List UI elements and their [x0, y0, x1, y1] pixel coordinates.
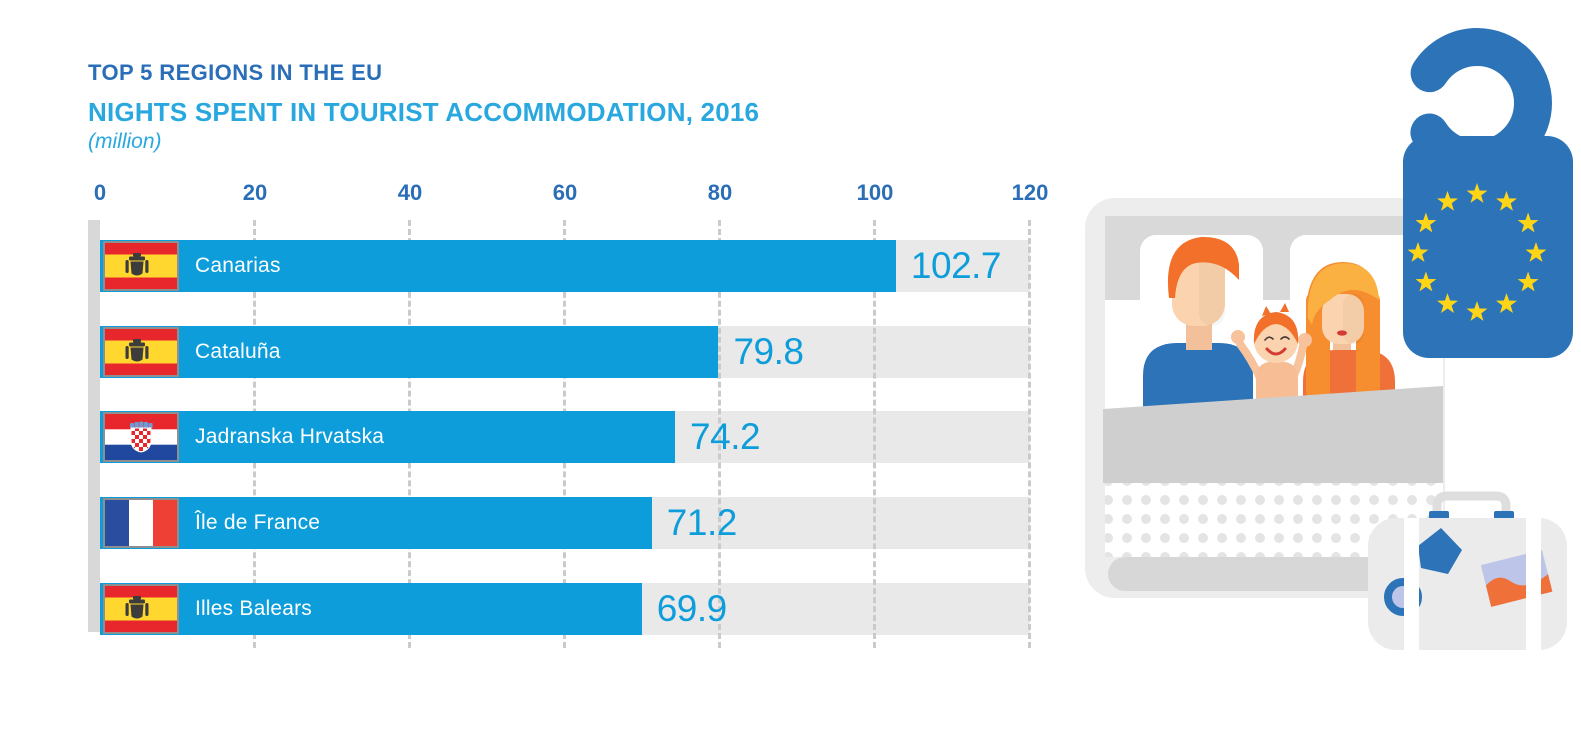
bar-label: Cataluña	[195, 339, 281, 363]
x-tick-40: 40	[397, 180, 423, 205]
unit-note: (million)	[88, 130, 162, 153]
gridline-120	[1028, 220, 1031, 648]
x-tick-60: 60	[552, 180, 578, 205]
spain-flag-icon	[103, 241, 179, 291]
bar-row-canarias: Canarias 102.7	[100, 240, 1030, 292]
title-block: TOP 5 REGIONS IN THE EU NIGHTS SPENT IN …	[88, 60, 759, 154]
bar-row-jadranska-hrvatska: Jadranska Hrvatska 74.2	[100, 411, 1030, 464]
france-flag-icon	[103, 498, 179, 549]
bar-cataluna: Cataluña	[100, 325, 719, 378]
suitcase-icon	[1368, 491, 1567, 650]
gridline-80	[718, 220, 721, 648]
x-tick-80: 80	[707, 180, 733, 205]
bar-row-ile-de-france: Île de France 71.2	[100, 497, 1030, 550]
x-tick-100: 100	[856, 180, 894, 205]
bar-label: Canarias	[195, 254, 281, 277]
x-tick-20: 20	[242, 180, 268, 205]
gridline-100	[873, 220, 876, 648]
x-tick-0: 0	[93, 180, 107, 205]
bar-value: 71.2	[666, 502, 738, 544]
spain-flag-icon	[103, 583, 179, 634]
family-in-bed-icon	[1085, 198, 1445, 598]
croatia-flag-icon	[103, 412, 179, 463]
bar-canarias: Canarias	[100, 240, 896, 292]
bar-ile-de-france: Île de France	[100, 497, 652, 550]
eu-door-hanger-icon	[1402, 28, 1573, 358]
bar-value: 69.9	[656, 587, 728, 629]
bar-label: Jadranska Hrvatska	[195, 425, 385, 449]
bar-value: 79.8	[733, 330, 804, 372]
x-tick-120: 120	[1011, 180, 1049, 205]
bar-jadranska-hrvatska: Jadranska Hrvatska	[100, 411, 676, 464]
y-axis-line	[88, 220, 100, 632]
spain-flag-icon	[103, 326, 179, 377]
page-title: TOP 5 REGIONS IN THE EU	[88, 60, 383, 85]
bar-label: Illes Balears	[195, 596, 312, 620]
bar-value: 102.7	[910, 245, 1002, 286]
bar-row-cataluna: Cataluña 79.8	[100, 325, 1030, 378]
bar-illes-balears: Illes Balears	[100, 582, 642, 635]
chart-subtitle: NIGHTS SPENT IN TOURIST ACCOMMODATION, 2…	[88, 97, 760, 127]
bar-row-illes-balears: Illes Balears 69.9	[100, 582, 1030, 635]
bar-value: 74.2	[690, 416, 761, 458]
bar-label: Île de France	[195, 511, 321, 535]
